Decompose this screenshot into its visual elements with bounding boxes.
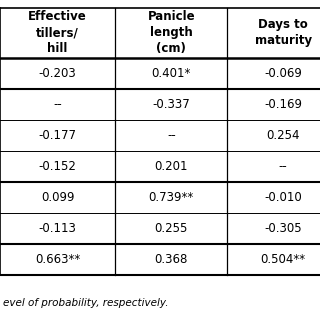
Text: 0.201: 0.201	[155, 160, 188, 173]
Text: -0.069: -0.069	[264, 67, 302, 80]
Text: 0.099: 0.099	[41, 191, 75, 204]
Text: evel of probability, respectively.: evel of probability, respectively.	[3, 298, 169, 308]
Text: -0.177: -0.177	[39, 129, 77, 142]
Text: Panicle
length
(cm): Panicle length (cm)	[148, 10, 195, 55]
Text: -0.203: -0.203	[39, 67, 76, 80]
Text: 0.368: 0.368	[155, 253, 188, 266]
Text: -0.010: -0.010	[264, 191, 302, 204]
Text: 0.663**: 0.663**	[35, 253, 80, 266]
Text: 0.739**: 0.739**	[149, 191, 194, 204]
Text: -0.113: -0.113	[39, 222, 76, 235]
Text: 0.255: 0.255	[155, 222, 188, 235]
Text: --: --	[53, 98, 62, 111]
Text: --: --	[279, 160, 288, 173]
Text: -0.337: -0.337	[152, 98, 190, 111]
Text: 0.401*: 0.401*	[152, 67, 191, 80]
Text: -0.152: -0.152	[39, 160, 76, 173]
Text: Effective
tillers/
hill: Effective tillers/ hill	[28, 10, 87, 55]
Text: Days to
maturity: Days to maturity	[255, 18, 312, 47]
Text: -0.305: -0.305	[264, 222, 302, 235]
Text: --: --	[167, 129, 176, 142]
Text: -0.169: -0.169	[264, 98, 302, 111]
Text: 0.254: 0.254	[267, 129, 300, 142]
Text: 0.504**: 0.504**	[261, 253, 306, 266]
